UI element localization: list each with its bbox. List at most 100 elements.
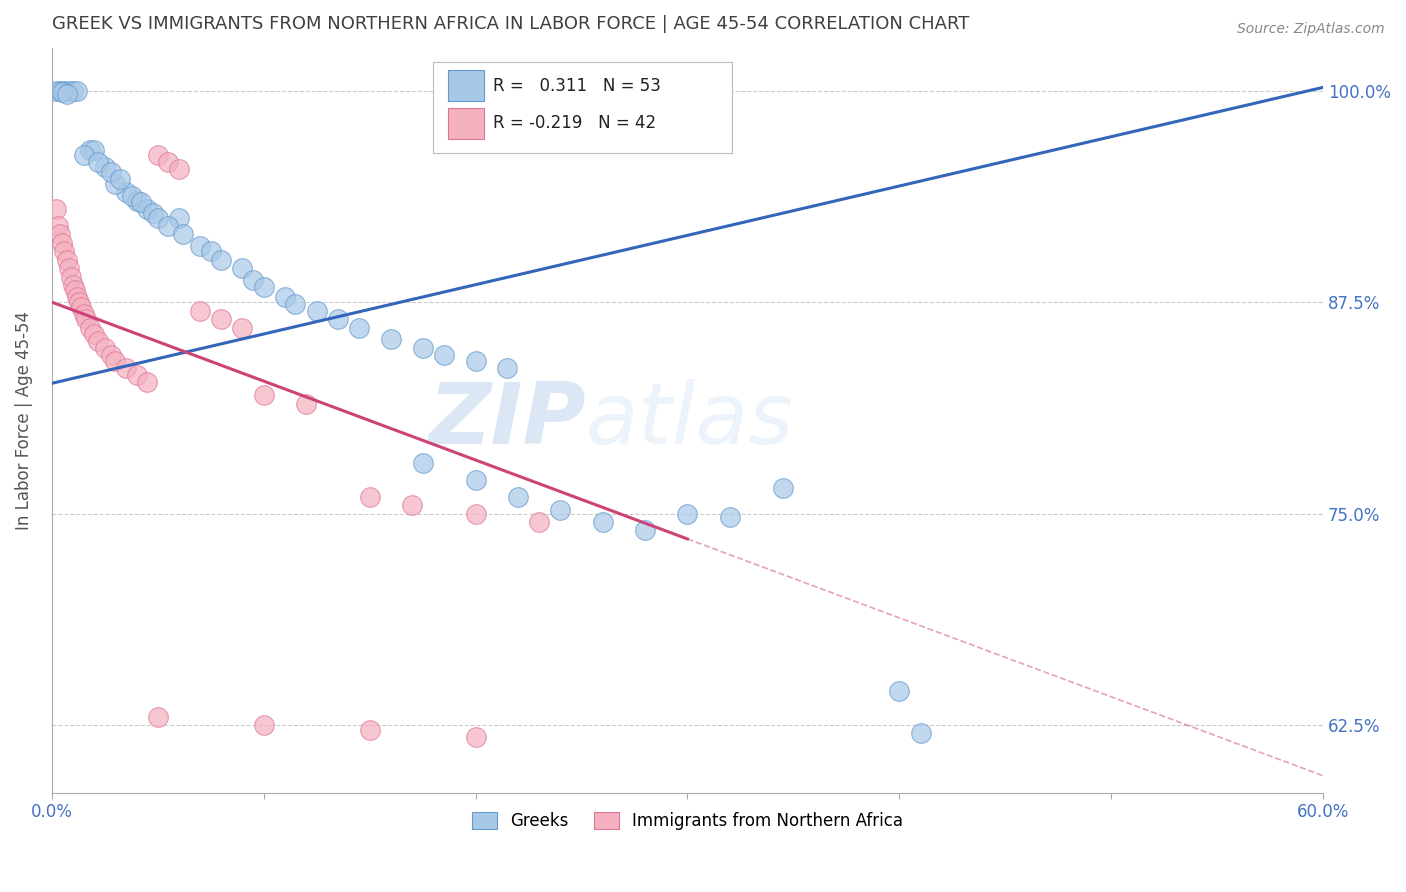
Point xyxy=(100,165,122,179)
Point xyxy=(167,161,190,176)
Text: atlas: atlas xyxy=(586,379,794,462)
FancyBboxPatch shape xyxy=(433,62,733,153)
Point xyxy=(66,84,89,98)
Point xyxy=(100,348,122,362)
Point xyxy=(49,227,72,242)
Point xyxy=(55,87,77,102)
Point xyxy=(104,354,127,368)
Point xyxy=(274,290,297,304)
Point xyxy=(45,84,67,98)
Point xyxy=(889,684,911,698)
Point xyxy=(412,456,434,470)
Point xyxy=(295,397,318,411)
Point xyxy=(242,273,264,287)
Point xyxy=(634,524,657,538)
Text: GREEK VS IMMIGRANTS FROM NORTHERN AFRICA IN LABOR FORCE | AGE 45-54 CORRELATION : GREEK VS IMMIGRANTS FROM NORTHERN AFRICA… xyxy=(52,15,969,33)
Point xyxy=(592,515,614,529)
Point xyxy=(53,244,76,259)
Point xyxy=(146,148,169,162)
Point xyxy=(253,718,276,732)
Point xyxy=(718,510,741,524)
Point xyxy=(55,252,77,267)
Point xyxy=(412,341,434,355)
Point xyxy=(67,295,90,310)
Point xyxy=(209,252,232,267)
Point xyxy=(172,227,194,242)
Point xyxy=(62,278,84,293)
Point xyxy=(157,219,180,233)
Point xyxy=(58,261,80,276)
Point xyxy=(87,334,110,348)
Point xyxy=(506,490,529,504)
Point xyxy=(79,320,101,334)
Point xyxy=(464,473,486,487)
Point xyxy=(125,194,148,208)
Point xyxy=(72,148,94,162)
Point xyxy=(401,498,423,512)
Point xyxy=(136,202,159,216)
Text: R = -0.219   N = 42: R = -0.219 N = 42 xyxy=(494,114,657,132)
Point xyxy=(66,290,89,304)
Point xyxy=(188,303,211,318)
Point xyxy=(93,341,115,355)
Point xyxy=(63,283,86,297)
Point xyxy=(347,320,370,334)
Point xyxy=(83,143,105,157)
Point xyxy=(253,388,276,402)
Point xyxy=(157,154,180,169)
Point xyxy=(53,84,76,98)
Point xyxy=(83,327,105,342)
Point xyxy=(115,185,138,199)
Point xyxy=(527,515,550,529)
Point xyxy=(464,507,486,521)
Point xyxy=(326,312,349,326)
Point xyxy=(79,143,101,157)
Point xyxy=(87,154,110,169)
Point xyxy=(59,269,82,284)
Point xyxy=(125,368,148,382)
Point xyxy=(496,361,519,376)
Point xyxy=(380,332,402,346)
Point xyxy=(231,320,253,334)
Text: Source: ZipAtlas.com: Source: ZipAtlas.com xyxy=(1237,22,1385,37)
Point xyxy=(70,300,93,314)
Point xyxy=(146,211,169,225)
Point xyxy=(51,86,73,100)
Point xyxy=(464,730,486,744)
Point xyxy=(772,481,794,495)
Point xyxy=(167,211,190,225)
Point xyxy=(209,312,232,326)
Point xyxy=(93,160,115,174)
Point xyxy=(108,171,131,186)
Point xyxy=(433,348,456,362)
Point xyxy=(51,235,73,250)
Point xyxy=(253,280,276,294)
Point xyxy=(284,297,307,311)
Point xyxy=(146,820,169,834)
Point xyxy=(115,361,138,376)
Point xyxy=(305,303,328,318)
Point xyxy=(146,709,169,723)
Point xyxy=(550,503,572,517)
Point xyxy=(58,84,80,98)
Point xyxy=(72,307,94,321)
Point xyxy=(129,195,152,210)
Point xyxy=(104,811,127,825)
Point xyxy=(910,726,932,740)
Point xyxy=(464,354,486,368)
Point xyxy=(359,723,381,737)
Point xyxy=(200,244,222,259)
FancyBboxPatch shape xyxy=(449,70,484,102)
Legend: Greeks, Immigrants from Northern Africa: Greeks, Immigrants from Northern Africa xyxy=(465,805,910,837)
Point xyxy=(121,188,143,202)
Point xyxy=(46,219,69,233)
Text: ZIP: ZIP xyxy=(427,379,586,462)
Point xyxy=(231,261,253,276)
Text: R =   0.311   N = 53: R = 0.311 N = 53 xyxy=(494,77,661,95)
Point xyxy=(75,312,97,326)
Y-axis label: In Labor Force | Age 45-54: In Labor Force | Age 45-54 xyxy=(15,311,32,530)
Point xyxy=(45,202,67,216)
Point xyxy=(188,239,211,253)
FancyBboxPatch shape xyxy=(449,108,484,139)
Point xyxy=(359,490,381,504)
